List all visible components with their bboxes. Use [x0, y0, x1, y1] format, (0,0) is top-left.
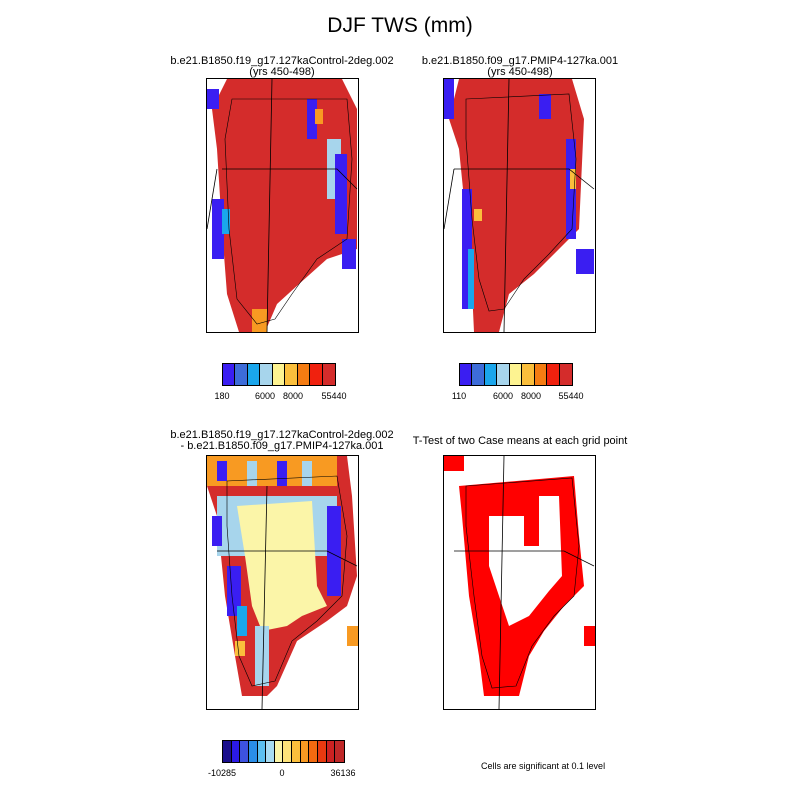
panel2-colorbar — [459, 363, 573, 386]
panel1-map — [206, 78, 359, 333]
panel1-colorbar-box — [310, 364, 323, 385]
panel2-colorbar-box — [534, 364, 548, 385]
panel2-title-line2: (yrs 450-498) — [487, 66, 553, 78]
panel2-tick-label: 6000 — [492, 391, 514, 401]
panel3-title: b.e21.B1850.f19_g17.127kaControl-2deg.00… — [162, 430, 402, 452]
panel3-colorbar-box — [274, 741, 284, 762]
panel1-title: b.e21.B1850.f19_g17.127kaControl-2deg.00… — [162, 56, 402, 78]
panel1-colorbar — [222, 363, 336, 386]
panel1-colorbar-box — [260, 364, 273, 385]
panel2-colorbar-box — [547, 364, 560, 385]
panel2-ice-sheet — [449, 79, 584, 332]
panel2-tick-label: 55440 — [558, 391, 584, 401]
panel3-colorbar — [222, 740, 345, 763]
panel1-colorbar-box — [297, 364, 311, 385]
panel2-tick-label: 8000 — [520, 391, 542, 401]
panel3-colorbar-box — [292, 741, 301, 762]
panel2-map — [443, 78, 596, 333]
panel2-title-line1: b.e21.B1850.f09_g17.PMIP4-127ka.001 — [421, 55, 619, 67]
panel3-tick-label: -10285 — [207, 768, 237, 778]
panel1-tick-label: 180 — [214, 391, 230, 401]
panel3-map — [206, 455, 359, 710]
panel3-title-line1: b.e21.B1850.f19_g17.127kaControl-2deg.00… — [170, 429, 394, 441]
panel2-colorbar-box — [460, 364, 473, 385]
panel1-title-line2: (yrs 450-498) — [249, 66, 315, 78]
panel3-colorbar-box — [317, 741, 327, 762]
panel3-colorbar-box — [240, 741, 249, 762]
panel3-tick-label: 0 — [279, 768, 285, 778]
panel1-colorbar-box — [272, 364, 286, 385]
panel2-colorbar-box — [497, 364, 510, 385]
panel3-title-line2: - b.e21.B1850.f09_g17.PMIP4-127ka.001 — [180, 440, 384, 452]
panel2-colorbar-box — [559, 364, 572, 385]
panel1-tick-label: 55440 — [321, 391, 347, 401]
panel3-colorbar-box — [326, 741, 336, 762]
panel2-colorbar-box — [509, 364, 523, 385]
panel3-colorbar-box — [231, 741, 241, 762]
panel1-colorbar-box — [235, 364, 248, 385]
panel2-tick-label: 110 — [451, 391, 467, 401]
panel4-title: T-Test of two Case means at each grid po… — [400, 436, 640, 447]
panel3-colorbar-box — [283, 741, 292, 762]
panel3-colorbar-box — [335, 741, 344, 762]
figure-title: DJF TWS (mm) — [327, 14, 473, 37]
panel1-colorbar-box — [247, 364, 261, 385]
panel1-colorbar-box — [223, 364, 236, 385]
panel1-ice-sheet — [212, 79, 357, 332]
panel2-title: b.e21.B1850.f09_g17.PMIP4-127ka.001 (yrs… — [400, 56, 640, 78]
panel3-colorbar-box — [300, 741, 310, 762]
panel3-colorbar-box — [309, 741, 318, 762]
panel3-tick-label: 36136 — [330, 768, 356, 778]
panel3-colorbar-box — [257, 741, 267, 762]
panel2-colorbar-box — [472, 364, 485, 385]
panel3-low-anomaly-region — [237, 501, 327, 631]
panel3-colorbar-box — [266, 741, 275, 762]
panel1-tick-label: 6000 — [254, 391, 276, 401]
panel2-colorbar-box — [484, 364, 498, 385]
panel4-map — [443, 455, 596, 710]
panel1-tick-label: 8000 — [282, 391, 304, 401]
panel3-colorbar-box — [223, 741, 232, 762]
panel1-colorbar-box — [285, 364, 298, 385]
panel2-colorbar-box — [522, 364, 535, 385]
panel1-title-line1: b.e21.B1850.f19_g17.127kaControl-2deg.00… — [170, 55, 394, 67]
panel3-colorbar-box — [248, 741, 258, 762]
panel1-colorbar-box — [322, 364, 335, 385]
significance-note: Cells are significant at 0.1 level — [481, 761, 606, 771]
panel4-title-line1: T-Test of two Case means at each grid po… — [412, 435, 628, 447]
